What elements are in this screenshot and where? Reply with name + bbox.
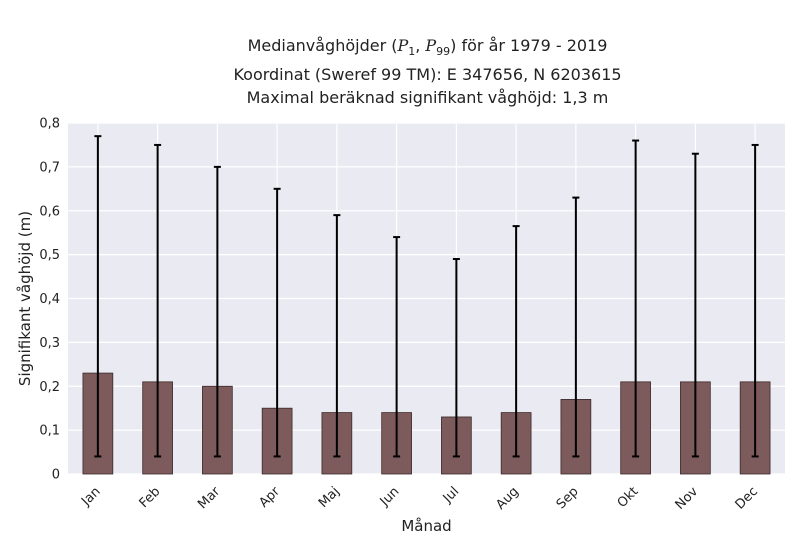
p99-subscript: 99 [436, 45, 451, 59]
error-bar [452, 258, 460, 458]
y-tick-label: 0,4 [39, 292, 60, 307]
p99-symbol: P [425, 36, 437, 55]
error-bar [512, 225, 520, 458]
title-separator: , [415, 36, 426, 55]
error-bar [393, 236, 401, 458]
y-tick-label: 0,7 [39, 160, 60, 175]
y-tick-label: 0,8 [39, 117, 60, 132]
error-bar [333, 214, 341, 458]
y-axis-ticks: 0 0,1 0,2 0,3 0,4 0,5 0,6 0,7 0,8 [39, 117, 60, 483]
chart-title: Medianvåghöjder (P1, P99) för år 1979 - … [0, 34, 800, 109]
y-axis-label: Signifikant våghöjd (m) [16, 211, 34, 386]
error-bar [632, 139, 640, 458]
x-tick-label: Mar [195, 484, 223, 512]
x-tick-label: Dec [733, 484, 761, 512]
y-tick-label: 0,2 [39, 380, 60, 395]
y-tick-label: 0,6 [39, 204, 60, 219]
x-axis-ticks: Jan Feb Mar Apr Maj Jun Jul Aug Sep Okt Nov Dec [78, 484, 761, 513]
x-tick-label: Feb [137, 484, 164, 511]
error-bars [94, 135, 759, 458]
error-bar [154, 143, 162, 458]
p1-symbol: P [397, 36, 409, 55]
x-axis-label: Månad [401, 517, 451, 535]
y-tick-label: 0 [52, 468, 60, 483]
x-tick-label: Aug [493, 484, 522, 513]
y-tick-label: 0,5 [39, 248, 60, 263]
chart-title-line-2: Koordinat (Sweref 99 TM): E 347656, N 62… [233, 65, 622, 85]
x-tick-label: Jun [377, 484, 403, 510]
x-tick-label: Jan [78, 484, 103, 509]
x-tick-label: Nov [673, 484, 702, 513]
error-bar [94, 135, 102, 458]
title-prefix: Medianvåghöjder ( [247, 36, 398, 55]
error-bar [213, 165, 221, 458]
x-tick-label: Sep [554, 484, 582, 512]
error-bar [751, 143, 759, 458]
x-tick-label: Okt [615, 484, 642, 511]
bars [82, 372, 771, 475]
chart-title-line-3: Maximal beräknad signifikant våghöjd: 1,… [246, 88, 609, 108]
y-tick-label: 0,3 [39, 336, 60, 351]
error-bar [572, 196, 580, 458]
error-bar [273, 187, 281, 458]
x-tick-label: Jul [440, 484, 462, 506]
chart-title-line-1: Medianvåghöjder (P1, P99) för år 1979 - … [0, 34, 800, 63]
error-bar [691, 152, 699, 458]
x-tick-label: Maj [316, 484, 343, 511]
y-tick-label: 0,1 [39, 424, 60, 439]
x-tick-label: Apr [256, 484, 283, 511]
p1-subscript: 1 [408, 45, 416, 59]
title-suffix: ) för år 1979 - 2019 [450, 36, 608, 55]
